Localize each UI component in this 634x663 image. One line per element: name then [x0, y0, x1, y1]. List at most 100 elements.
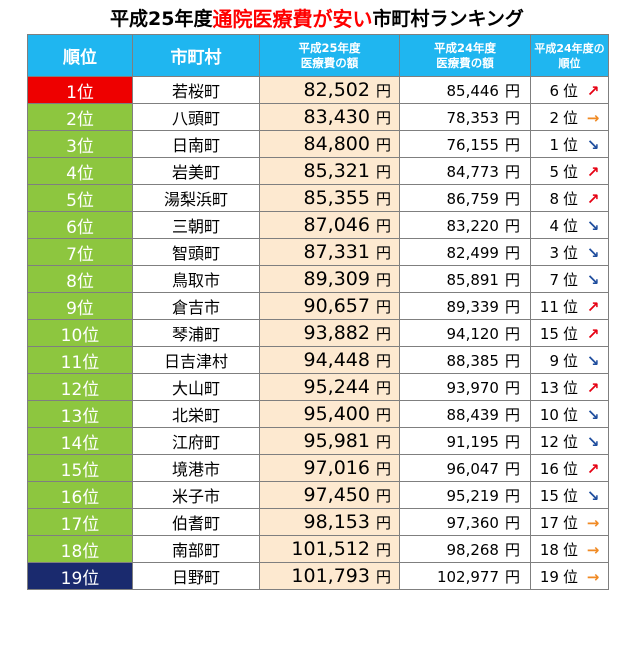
h24-cost-value: 102,977 — [436, 567, 499, 586]
prev-rank-value: 17 — [539, 513, 559, 532]
municipality-name: 米子市 — [132, 481, 260, 509]
h24-cost-value: 83,220 — [446, 216, 499, 235]
rank-cell: 12位 — [27, 373, 133, 401]
arrow-right-icon: → — [586, 513, 600, 532]
yen-unit: 円 — [375, 190, 391, 208]
rank-unit: 位 — [562, 135, 578, 154]
rank-unit: 位 — [562, 270, 578, 289]
prev-rank-value: 7 — [549, 270, 559, 289]
h25-cost-value: 89,309 — [303, 268, 370, 290]
rank-unit: 位 — [562, 567, 578, 586]
rank-unit: 位 — [562, 405, 578, 424]
municipality-name: 伯耆町 — [132, 508, 260, 536]
yen-unit: 円 — [504, 378, 520, 397]
yen-unit: 円 — [504, 270, 520, 289]
arrow-right-icon: → — [586, 540, 600, 559]
h24-cost-cell: 78,353 円 — [399, 103, 531, 131]
h25-cost-value: 82,502 — [303, 79, 370, 101]
h25-cost-cell: 97,016 円 — [259, 454, 400, 482]
prev-rank-value: 10 — [539, 405, 559, 424]
rank-cell: 13位 — [27, 400, 133, 428]
municipality-name: 日南町 — [132, 130, 260, 158]
table-row: 11位 日吉津村 94,448 円 88,385 円 9 位 ↘ — [27, 346, 609, 374]
h25-cost-value: 85,355 — [303, 187, 370, 209]
h24-cost-cell: 88,385 円 — [399, 346, 531, 374]
yen-unit: 円 — [504, 162, 520, 181]
prev-rank-cell: 11 位 ↗ — [530, 292, 609, 320]
rank-cell: 14位 — [27, 427, 133, 455]
prev-rank-cell: 15 位 ↗ — [530, 319, 609, 347]
h24-cost-value: 88,385 — [446, 351, 499, 370]
title-part1: 平成25年度 — [110, 7, 213, 30]
header-rank: 順位 — [27, 34, 133, 77]
h24-cost-value: 97,360 — [446, 513, 499, 532]
h24-cost-cell: 102,977 円 — [399, 562, 531, 590]
yen-unit: 円 — [504, 216, 520, 235]
h24-cost-cell: 76,155 円 — [399, 130, 531, 158]
municipality-name: 北栄町 — [132, 400, 260, 428]
h24-cost-value: 86,759 — [446, 189, 499, 208]
rank-unit: 位 — [562, 324, 578, 343]
table-row: 13位 北栄町 95,400 円 88,439 円 10 位 ↘ — [27, 400, 609, 428]
prev-rank-value: 6 — [549, 81, 559, 100]
table-row: 15位 境港市 97,016 円 96,047 円 16 位 ↗ — [27, 454, 609, 482]
yen-unit: 円 — [504, 243, 520, 262]
municipality-name: 鳥取市 — [132, 265, 260, 293]
table-row: 1位 若桜町 82,502 円 85,446 円 6 位 ↗ — [27, 76, 609, 104]
prev-rank-cell: 10 位 ↘ — [530, 400, 609, 428]
rank-unit: 位 — [562, 216, 578, 235]
h25-cost-value: 97,016 — [303, 457, 370, 479]
h25-cost-cell: 97,450 円 — [259, 481, 400, 509]
municipality-name: 湯梨浜町 — [132, 184, 260, 212]
yen-unit: 円 — [504, 459, 520, 478]
rank-cell: 2位 — [27, 103, 133, 131]
prev-rank-cell: 17 位 → — [530, 508, 609, 536]
arrow-up-right-icon: ↗ — [586, 297, 600, 316]
arrow-up-right-icon: ↗ — [586, 459, 600, 478]
rank-unit: 位 — [562, 81, 578, 100]
h24-cost-cell: 86,759 円 — [399, 184, 531, 212]
rank-cell: 18位 — [27, 535, 133, 563]
prev-rank-cell: 8 位 ↗ — [530, 184, 609, 212]
arrow-up-right-icon: ↗ — [586, 189, 600, 208]
h25-cost-value: 83,430 — [303, 106, 370, 128]
h25-cost-value: 101,793 — [291, 565, 370, 587]
h24-cost-value: 89,339 — [446, 297, 499, 316]
table-row: 19位 日野町 101,793 円 102,977 円 19 位 → — [27, 562, 609, 590]
rank-cell: 9位 — [27, 292, 133, 320]
rank-cell: 19位 — [27, 562, 133, 590]
prev-rank-value: 19 — [539, 567, 559, 586]
yen-unit: 円 — [504, 405, 520, 424]
rank-unit: 位 — [562, 432, 578, 451]
h24-cost-value: 78,353 — [446, 108, 499, 127]
h25-cost-cell: 85,321 円 — [259, 157, 400, 185]
h25-cost-cell: 95,400 円 — [259, 400, 400, 428]
h24-cost-value: 85,891 — [446, 270, 499, 289]
h25-cost-cell: 98,153 円 — [259, 508, 400, 536]
h25-cost-cell: 85,355 円 — [259, 184, 400, 212]
header-prev-line1: 平成24年度の — [534, 41, 605, 55]
h24-cost-value: 84,773 — [446, 162, 499, 181]
rank-unit: 位 — [562, 189, 578, 208]
prev-rank-cell: 15 位 ↘ — [530, 481, 609, 509]
prev-rank-cell: 1 位 ↘ — [530, 130, 609, 158]
prev-rank-cell: 5 位 ↗ — [530, 157, 609, 185]
rank-unit: 位 — [562, 243, 578, 262]
table-row: 12位 大山町 95,244 円 93,970 円 13 位 ↗ — [27, 373, 609, 401]
h25-cost-cell: 101,512 円 — [259, 535, 400, 563]
municipality-name: 三朝町 — [132, 211, 260, 239]
municipality-name: 岩美町 — [132, 157, 260, 185]
header-h24-line2: 医療費の額 — [436, 55, 494, 70]
table-row: 18位 南部町 101,512 円 98,268 円 18 位 → — [27, 535, 609, 563]
yen-unit: 円 — [375, 514, 391, 532]
yen-unit: 円 — [375, 352, 391, 370]
h24-cost-value: 93,970 — [446, 378, 499, 397]
header-name: 市町村 — [132, 34, 260, 77]
h25-cost-value: 87,331 — [303, 241, 370, 263]
h25-cost-value: 85,321 — [303, 160, 370, 182]
prev-rank-cell: 9 位 ↘ — [530, 346, 609, 374]
table-row: 5位 湯梨浜町 85,355 円 86,759 円 8 位 ↗ — [27, 184, 609, 212]
header-h24-line1: 平成24年度 — [433, 40, 496, 55]
yen-unit: 円 — [375, 163, 391, 181]
h24-cost-value: 94,120 — [446, 324, 499, 343]
